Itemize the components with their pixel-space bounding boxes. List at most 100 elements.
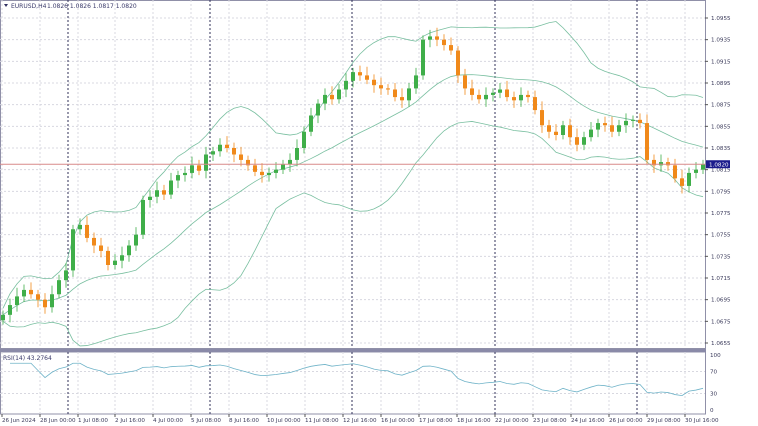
candle-bull [421,39,425,76]
candle-bull [78,224,82,230]
bollinger-upper [2,21,704,309]
price-tick-label: 1.0675 [711,319,731,325]
candle-bull [316,103,320,116]
candle-bull [344,80,348,90]
candle-bull [295,148,299,160]
candle-bull [302,131,306,148]
candle-bull [71,229,75,271]
candle-bear [456,50,460,76]
candle-bull [701,164,705,170]
candle-bull [22,289,26,297]
price-tick-label: 1.0915 [711,59,731,65]
candle-bear [505,89,509,98]
candle-bull [582,137,586,145]
rsi-tick-label: 0 [710,408,714,414]
candle-bull [8,305,12,315]
candle-bull [141,200,145,235]
candle-bull [491,92,495,95]
candle-bull [176,175,180,181]
time-tick-label: 12 Jul 16:00 [343,418,377,424]
time-tick-label: 22 Jul 00:00 [495,418,529,424]
candle-bull [134,234,138,246]
rsi-tick-label: 70 [710,370,718,376]
time-tick-label: 26 Jun 2024 [2,418,36,424]
price-tick-label: 1.0855 [711,124,731,130]
candle-bear [645,123,649,160]
candle-bull [694,169,698,173]
candle-bull [120,255,124,261]
rsi-tick-label: 30 [710,392,718,398]
candle-bear [673,165,677,179]
candle-bear [106,250,110,265]
time-tick-label: 10 Jul 00:00 [267,418,301,424]
rsi-tick-label: 100 [710,353,721,359]
candle-bear [400,97,404,101]
candle-bear [463,75,467,89]
time-tick-label: 2 Jul 16:00 [115,418,145,424]
candle-bull [50,294,54,308]
bollinger-middle [2,74,704,316]
candle-bull [267,172,271,176]
time-tick-label: 30 Jul 16:00 [685,418,719,424]
candle-bear [253,165,257,172]
candle-bull [15,296,19,306]
bollinger-lower [2,121,704,347]
price-tick-label: 1.0875 [711,103,731,109]
candle-bull [190,165,194,173]
candle-bull [169,180,173,195]
candle-bear [680,178,684,186]
candle-bear [554,131,558,135]
candle-bull [309,115,313,132]
rsi-line [10,362,704,397]
candle-bull [589,129,593,138]
candle-bear [372,79,376,86]
rsi-panel [0,351,706,415]
candle-bear [232,148,236,155]
candle-bull [484,94,488,100]
candle-bear [575,137,579,145]
candle-bull [218,144,222,152]
time-tick-label: 28 Jun 00:00 [40,418,76,424]
candle-bear [526,94,530,98]
time-tick-label: 23 Jul 08:00 [533,418,567,424]
current-price-label: 1.0820 [709,162,729,168]
candle-bull [351,72,355,81]
main-panel [0,0,706,349]
price-tick-label: 1.0795 [711,189,731,195]
candle-bull [127,245,131,256]
candle-bull [519,94,523,101]
time-tick-label: 24 Jul 16:00 [571,418,605,424]
candle-bull [659,162,663,166]
candle-bear [225,144,229,148]
current-price-tag [706,160,730,169]
candle-bull [498,89,502,93]
time-tick-label: 5 Jul 08:00 [191,418,221,424]
candle-bear [85,224,89,238]
candle-bear [239,154,243,160]
candle-bull [183,172,187,176]
price-tick-label: 1.0935 [711,38,731,44]
candle-bull [596,123,600,130]
panel-separator [0,349,706,352]
candle-bull [57,280,61,295]
candle-bear [358,72,362,76]
candle-bear [365,75,369,80]
candle-bear [260,171,264,176]
candle-bear [568,125,572,138]
candle-bull [631,119,635,121]
candle-bear [477,94,481,100]
candle-bear [330,94,334,100]
candle-bull [561,125,565,135]
candle-bear [99,245,103,251]
candle-bull [281,164,285,170]
candle-bull [274,169,278,173]
candle-bull [204,154,208,171]
candle-bull [407,88,411,101]
candle-bear [652,159,656,166]
candle-bear [29,289,33,295]
time-tick-label: 11 Jul 08:00 [305,418,339,424]
dropdown-triangle-icon [4,4,8,7]
candle-bull [428,36,432,40]
candle-bear [162,190,166,195]
